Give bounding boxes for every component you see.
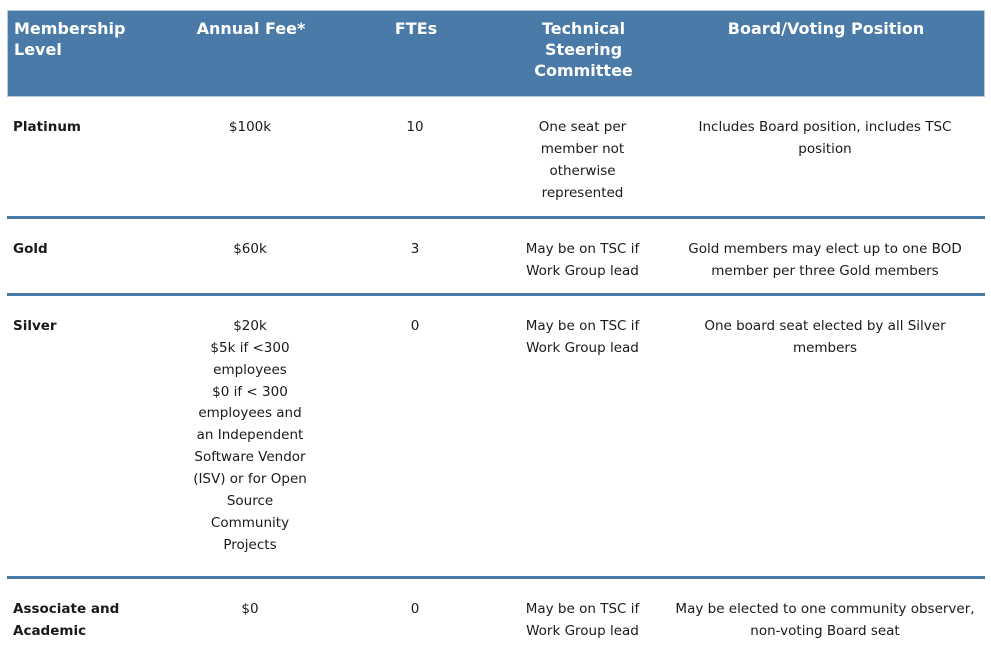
- header-cell-tsc: Technical Steering Committee: [534, 19, 633, 81]
- table-row-platinum: Platinum $100k 10 One seat per member no…: [7, 97, 985, 219]
- cell-board-voting: Includes Board position, includes TSC po…: [698, 119, 952, 157]
- table-row-silver: Silver $20k $5k if <300 employees $0 if …: [7, 296, 985, 579]
- table-row-associate-academic: Associate and Academic $0 0 May be on TS…: [7, 579, 985, 663]
- cell-membership-level: Associate and Academic: [13, 601, 120, 639]
- fee-line: $20k: [233, 318, 267, 334]
- header-cell-membership-level: Membership Level: [14, 19, 126, 60]
- fee-line: $60k: [233, 241, 267, 257]
- cell-ftes: 10: [406, 119, 424, 135]
- cell-ftes: 3: [410, 241, 420, 257]
- cell-membership-level: Silver: [13, 318, 57, 334]
- header-cell-board-voting: Board/Voting Position: [727, 19, 925, 38]
- cell-board-voting: Gold members may elect up to one BOD mem…: [688, 241, 962, 279]
- header-cell-annual-fee: Annual Fee*: [196, 19, 306, 38]
- cell-annual-fee: $20k $5k if <300 employees $0 if < 300 e…: [189, 296, 311, 556]
- header-cell-ftes: FTEs: [394, 19, 438, 38]
- cell-annual-fee: $60k: [233, 219, 267, 261]
- cell-membership-level: Platinum: [13, 119, 82, 135]
- fee-line: $100k: [228, 119, 272, 135]
- cell-ftes: 0: [410, 318, 420, 334]
- fee-line: $0 if < 300 employees and an Independent…: [193, 383, 307, 553]
- membership-table: Membership Level Annual Fee* FTEs Techni…: [7, 10, 985, 663]
- cell-annual-fee: $100k: [229, 97, 271, 139]
- cell-annual-fee: $0: [241, 579, 258, 621]
- fee-line: $0: [241, 601, 259, 617]
- cell-tsc: One seat per member not otherwise repres…: [538, 119, 627, 201]
- cell-board-voting: One board seat elected by all Silver mem…: [704, 318, 946, 356]
- cell-tsc: May be on TSC if Work Group lead: [525, 601, 640, 639]
- cell-tsc: May be on TSC if Work Group lead: [525, 318, 640, 356]
- cell-board-voting: May be elected to one community observer…: [675, 601, 975, 639]
- fee-line: $5k if <300 employees: [210, 339, 290, 378]
- cell-ftes: 0: [410, 601, 420, 617]
- cell-tsc: May be on TSC if Work Group lead: [525, 241, 640, 279]
- table-row-gold: Gold $60k 3 May be on TSC if Work Group …: [7, 219, 985, 296]
- table-header-row: Membership Level Annual Fee* FTEs Techni…: [7, 10, 985, 97]
- cell-membership-level: Gold: [13, 241, 48, 257]
